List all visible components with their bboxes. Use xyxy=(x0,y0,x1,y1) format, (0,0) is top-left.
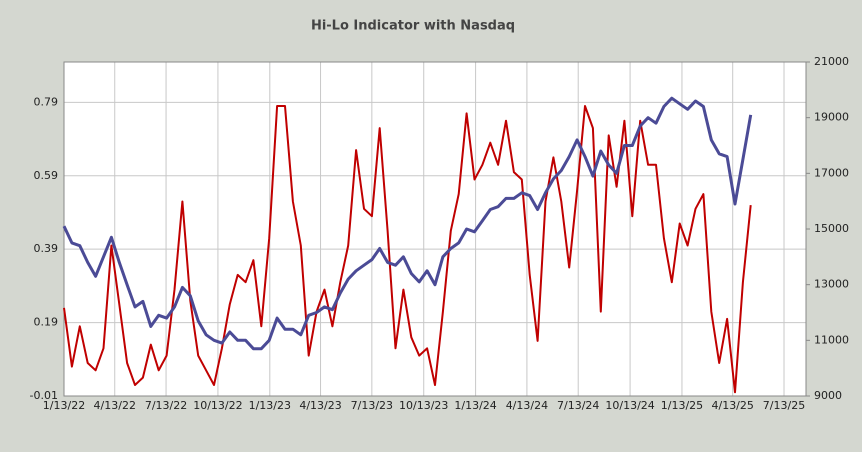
x-tick-label: 1/13/22 xyxy=(43,399,85,412)
x-tick-label: 10/13/24 xyxy=(605,399,654,412)
series-line xyxy=(62,96,753,351)
x-tick-label: 4/13/22 xyxy=(94,399,136,412)
x-tick-label: 10/13/23 xyxy=(399,399,448,412)
x-tick-label: 10/13/22 xyxy=(193,399,242,412)
chart-title: Hi-Lo Indicator with Nasdaq xyxy=(311,19,515,34)
y2-tick-label: 11000 xyxy=(814,333,849,346)
y-tick-label: 0.59 xyxy=(34,169,59,182)
y2-tick-label: 17000 xyxy=(814,166,849,179)
y-tick-label: -0.01 xyxy=(30,389,58,402)
series-line xyxy=(63,105,752,394)
x-tick-label: 7/13/24 xyxy=(557,399,599,412)
y-tick-label: 0.19 xyxy=(34,316,59,329)
x-tick-label: 7/13/23 xyxy=(351,399,393,412)
x-tick-label: 4/13/23 xyxy=(299,399,341,412)
x-tick-label: 4/13/24 xyxy=(506,399,548,412)
y-tick-label: 0.39 xyxy=(34,242,59,255)
y-tick-label: 0.79 xyxy=(34,95,59,108)
y2-tick-label: 21000 xyxy=(814,55,849,68)
x-tick-label: 1/13/23 xyxy=(249,399,291,412)
y2-tick-label: 15000 xyxy=(814,222,849,235)
x-tick-label: 7/13/25 xyxy=(763,399,805,412)
y2-tick-label: 13000 xyxy=(814,278,849,291)
x-tick-label: 4/13/25 xyxy=(711,399,753,412)
plot-area xyxy=(63,61,807,397)
y2-tick-label: 9000 xyxy=(814,389,842,402)
x-tick-label: 1/13/25 xyxy=(661,399,703,412)
y2-tick-label: 19000 xyxy=(814,111,849,124)
x-tick-label: 1/13/24 xyxy=(454,399,496,412)
x-tick-label: 7/13/22 xyxy=(145,399,187,412)
